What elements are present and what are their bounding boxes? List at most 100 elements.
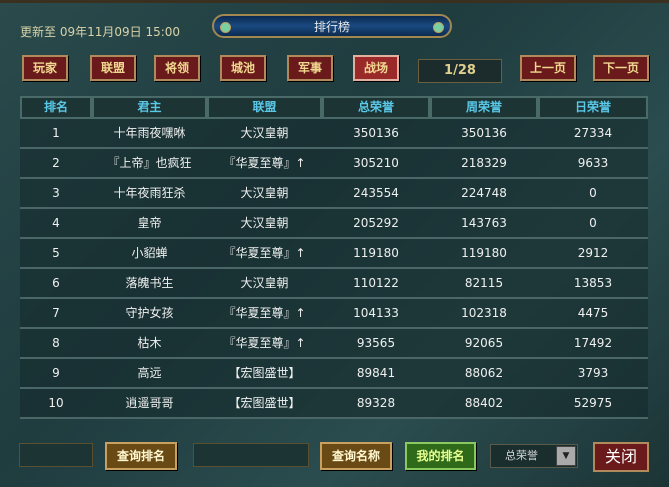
table-row[interactable]: 8 枯木 『华夏至尊』↑ 93565 92065 17492 [20,329,648,359]
cell-rank: 8 [52,336,60,350]
table-row[interactable]: 5 小貂蝉 『华夏至尊』↑ 119180 119180 2912 [20,239,648,269]
query-name-button[interactable]: 查询名称 [320,442,392,470]
tab-city[interactable]: 城池 [220,55,266,81]
cell-lord: 小貂蝉 [131,246,168,260]
cell-day-honor: 2912 [577,246,609,260]
cell-rank: 9 [52,366,60,380]
cell-week-honor: 224748 [461,186,507,200]
rank-input[interactable] [19,443,93,467]
cell-week-honor: 102318 [461,306,507,320]
tab-military[interactable]: 军事 [287,55,333,81]
cell-day-honor: 17492 [573,336,613,350]
update-time: 更新至 09年11月09日 15:00 [20,25,181,39]
cell-rank: 7 [52,306,60,320]
cell-alliance: 『华夏至尊』↑ [223,306,306,320]
cell-rank: 1 [52,126,60,140]
my-rank-button[interactable]: 我的排名 [405,442,476,470]
cell-total-honor: 110122 [353,276,399,290]
cell-week-honor: 119180 [461,246,507,260]
page-indicator: 1/28 [418,59,502,83]
cell-day-honor: 13853 [573,276,613,290]
name-input[interactable] [193,443,309,467]
table-row[interactable]: 1 十年雨夜嘿咻 大汉皇朝 350136 350136 27334 [20,119,648,149]
tab-battlefield[interactable]: 战场 [353,55,399,81]
cell-total-honor: 243554 [353,186,399,200]
cell-week-honor: 92065 [464,336,504,350]
cell-lord: 逍遥哥哥 [125,396,174,410]
gem-icon [220,22,231,33]
cell-lord: 十年夜雨狂杀 [113,186,186,200]
table-row[interactable]: 9 高远 【宏图盛世】 89841 88062 3793 [20,359,648,389]
prev-page-button[interactable]: 上一页 [520,55,576,81]
cell-total-honor: 305210 [353,156,399,170]
cell-day-honor: 27334 [573,126,613,140]
window-title: 排行榜 [212,14,452,38]
cell-day-honor: 0 [589,216,597,230]
cell-alliance: 大汉皇朝 [240,126,289,140]
cell-lord: 守护女孩 [125,306,174,320]
cell-week-honor: 218329 [461,156,507,170]
cell-rank: 6 [52,276,60,290]
cell-lord: 落魄书生 [125,276,174,290]
cell-alliance: 『华夏至尊』↑ [223,336,306,350]
table-row[interactable]: 7 守护女孩 『华夏至尊』↑ 104133 102318 4475 [20,299,648,329]
cell-alliance: 大汉皇朝 [240,186,289,200]
table-row[interactable]: 2 『上帝』也疯狂 『华夏至尊』↑ 305210 218329 9633 [20,149,648,179]
col-day-honor: 日荣誉 [538,96,648,119]
ranking-table: 排名 君主 联盟 总荣誉 周荣誉 日荣誉 1 十年雨夜嘿咻 大汉皇朝 350136 35… [20,96,648,419]
cell-rank: 3 [52,186,60,200]
col-week-honor: 周荣誉 [430,96,538,119]
cell-rank: 10 [48,396,64,410]
cell-alliance: 『华夏至尊』↑ [223,246,306,260]
cell-day-honor: 0 [589,186,597,200]
sort-select[interactable]: 总荣誉 ▼ [490,444,578,468]
cell-rank: 2 [52,156,60,170]
query-rank-button[interactable]: 查询排名 [105,442,177,470]
col-lord: 君主 [92,96,207,119]
table-row[interactable]: 4 皇帝 大汉皇朝 205292 143763 0 [20,209,648,239]
tab-general[interactable]: 将领 [154,55,200,81]
tab-player[interactable]: 玩家 [22,55,68,81]
cell-lord: 皇帝 [137,216,162,230]
cell-total-honor: 119180 [353,246,399,260]
cell-alliance: 【宏图盛世】 [228,366,301,380]
title-text: 排行榜 [313,20,350,34]
cell-day-honor: 52975 [573,396,613,410]
cell-total-honor: 93565 [356,336,396,350]
table-row[interactable]: 10 逍遥哥哥 【宏图盛世】 89328 88402 52975 [20,389,648,419]
cell-week-honor: 88402 [464,396,504,410]
cell-alliance: 【宏图盛世】 [228,396,301,410]
cell-alliance: 『华夏至尊』↑ [223,156,306,170]
close-button[interactable]: 关闭 [593,442,649,472]
cell-lord: 『上帝』也疯狂 [107,156,192,170]
col-rank: 排名 [20,96,92,119]
cell-lord: 枯木 [137,336,162,350]
tab-alliance[interactable]: 联盟 [90,55,136,81]
cell-total-honor: 104133 [353,306,399,320]
cell-day-honor: 4475 [577,306,609,320]
table-header: 排名 君主 联盟 总荣誉 周荣誉 日荣誉 [20,96,648,119]
dropdown-arrow-icon[interactable]: ▼ [556,446,576,466]
sort-select-value: 总荣誉 [505,449,538,462]
cell-rank: 5 [52,246,60,260]
cell-week-honor: 143763 [461,216,507,230]
cell-total-honor: 205292 [353,216,399,230]
col-alliance: 联盟 [207,96,322,119]
table-row[interactable]: 6 落魄书生 大汉皇朝 110122 82115 13853 [20,269,648,299]
cell-lord: 高远 [137,366,162,380]
cell-total-honor: 89841 [356,366,396,380]
cell-rank: 4 [52,216,60,230]
cell-total-honor: 350136 [353,126,399,140]
cell-lord: 十年雨夜嘿咻 [113,126,186,140]
cell-week-honor: 350136 [461,126,507,140]
cell-total-honor: 89328 [356,396,396,410]
col-total-honor: 总荣誉 [322,96,430,119]
gem-icon [433,22,444,33]
next-page-button[interactable]: 下一页 [593,55,649,81]
cell-week-honor: 88062 [464,366,504,380]
cell-week-honor: 82115 [464,276,504,290]
cell-day-honor: 3793 [577,366,609,380]
cell-alliance: 大汉皇朝 [240,276,289,290]
table-row[interactable]: 3 十年夜雨狂杀 大汉皇朝 243554 224748 0 [20,179,648,209]
